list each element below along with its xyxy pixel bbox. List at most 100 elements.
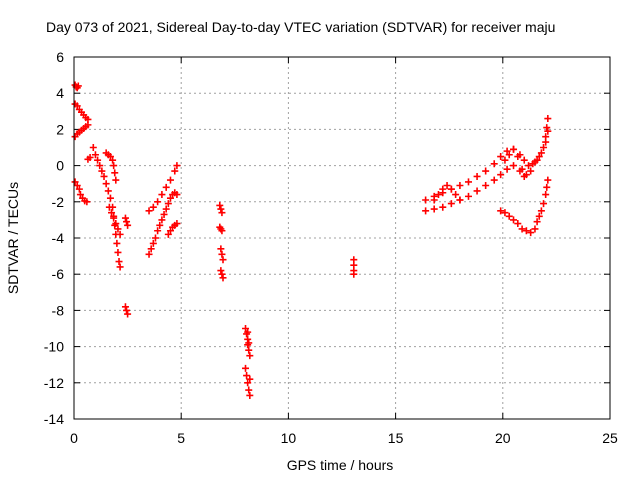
data-point xyxy=(490,176,498,184)
series-arc-s xyxy=(242,364,254,399)
series-arc-n xyxy=(216,201,226,217)
x-tick-label: 15 xyxy=(388,430,404,446)
series-arc-a xyxy=(71,81,82,92)
data-point xyxy=(518,165,526,173)
y-axis-label: SDTVAR / TECUs xyxy=(5,182,21,294)
data-point xyxy=(166,227,174,235)
data-point xyxy=(217,245,225,253)
data-point xyxy=(75,185,83,193)
data-point xyxy=(217,267,225,275)
series-arc-l xyxy=(145,189,181,258)
data-point xyxy=(145,207,153,215)
y-tick-label: -12 xyxy=(44,375,64,391)
y-tick-label: -6 xyxy=(52,266,65,282)
data-point xyxy=(497,153,505,161)
data-point xyxy=(497,207,505,215)
grid xyxy=(74,57,610,419)
data-point xyxy=(540,144,548,151)
data-point xyxy=(510,216,518,224)
data-point xyxy=(112,220,120,228)
data-point xyxy=(112,176,120,184)
data-point xyxy=(160,210,168,218)
series-arc-k xyxy=(145,162,181,215)
data-point xyxy=(110,162,118,170)
data-point xyxy=(514,153,522,161)
data-point xyxy=(73,182,81,190)
plot-frame xyxy=(73,56,611,420)
data-point xyxy=(501,156,509,164)
data-point xyxy=(464,178,472,186)
data-point xyxy=(522,171,530,179)
x-tick-label: 0 xyxy=(70,430,78,446)
data-point xyxy=(510,162,518,170)
x-tick-label: 10 xyxy=(281,430,297,446)
data-point xyxy=(422,207,430,215)
data-point xyxy=(447,185,455,193)
data-point xyxy=(108,209,116,217)
data-point xyxy=(114,248,122,256)
data-point xyxy=(537,149,545,157)
x-tick-label: 25 xyxy=(602,430,618,446)
series-arc-t xyxy=(350,256,358,278)
data-point xyxy=(145,250,153,258)
data-point xyxy=(246,375,254,383)
data-point xyxy=(244,328,252,336)
data-point xyxy=(430,205,438,213)
series-arc-g xyxy=(102,149,120,184)
data-point xyxy=(71,178,79,186)
data-point xyxy=(218,250,226,258)
data-point xyxy=(116,263,124,271)
data-point xyxy=(490,160,498,168)
data-point xyxy=(242,325,250,332)
data-point xyxy=(86,153,94,161)
data-point xyxy=(544,127,552,135)
data-point xyxy=(217,205,225,213)
data-point xyxy=(123,306,131,314)
data-point xyxy=(149,239,157,247)
data-point xyxy=(518,225,526,233)
data-point xyxy=(111,169,119,177)
data-point xyxy=(510,145,518,153)
data-point xyxy=(514,220,522,228)
series-arc-b xyxy=(71,100,92,123)
data-point xyxy=(245,386,253,394)
data-point xyxy=(525,162,533,170)
data-point xyxy=(533,218,541,226)
data-point xyxy=(94,156,102,164)
series-arc-y xyxy=(525,127,552,170)
data-point xyxy=(244,379,252,387)
data-point xyxy=(73,102,81,110)
data-point xyxy=(123,218,131,226)
data-point xyxy=(443,182,451,190)
data-point xyxy=(173,162,181,170)
data-point xyxy=(121,303,129,311)
data-point xyxy=(109,156,117,164)
data-point xyxy=(522,227,530,235)
data-point xyxy=(102,180,110,188)
y-tick-label: 0 xyxy=(56,158,64,174)
data-point xyxy=(166,176,174,184)
data-point xyxy=(430,196,438,204)
data-point xyxy=(544,176,552,184)
data-point xyxy=(537,207,545,215)
y-tick-label: -8 xyxy=(52,302,65,318)
series-arc-c xyxy=(71,121,92,141)
data-point xyxy=(527,229,535,237)
y-tick-label: 4 xyxy=(56,85,64,101)
data-point xyxy=(535,153,543,161)
data-point xyxy=(243,372,251,380)
data-point xyxy=(162,183,170,191)
data-point xyxy=(158,191,166,199)
data-point xyxy=(482,182,490,190)
data-point xyxy=(473,187,481,195)
data-point xyxy=(245,346,253,354)
data-point xyxy=(113,239,121,247)
data-point xyxy=(535,212,543,220)
series-arc-d xyxy=(71,178,91,206)
data-point xyxy=(171,167,179,175)
data-point xyxy=(173,191,181,199)
data-point xyxy=(151,234,159,242)
data-point xyxy=(505,212,513,220)
data-point xyxy=(542,138,550,146)
data-point xyxy=(76,191,84,199)
